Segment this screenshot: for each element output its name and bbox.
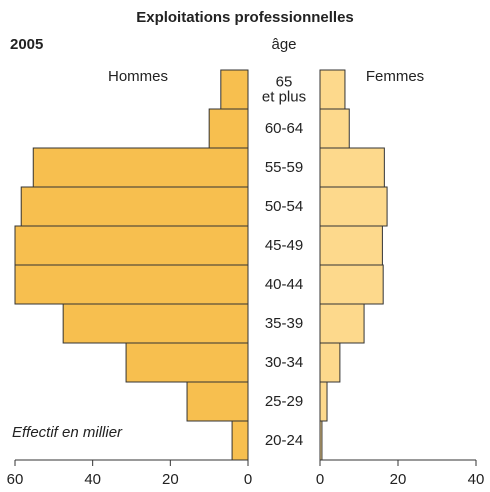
bar [20, 186, 249, 227]
bar [319, 264, 384, 305]
x-tick-label: 40 [468, 471, 485, 488]
x-tick-label: 20 [390, 471, 407, 488]
category-label: 20-24 [264, 431, 304, 449]
x-tick-label: 40 [84, 471, 101, 488]
bar [319, 303, 365, 344]
legend-label: Femmes [366, 68, 424, 85]
bar [186, 381, 249, 422]
category-label: 40-44 [264, 275, 304, 293]
bar [14, 264, 249, 305]
category-label: 65 et plus [261, 72, 307, 106]
x-tick-label: 60 [7, 471, 24, 488]
bar [32, 147, 249, 188]
category-label: 55-59 [264, 158, 304, 176]
chart-title: Exploitations professionnelles [136, 9, 354, 26]
annotation: Effectif en millier [12, 424, 123, 441]
chart-subtitle: 2005 [10, 36, 43, 53]
x-tick-label: 0 [244, 471, 252, 488]
category-label: 35-39 [264, 314, 304, 332]
x-tick-label: 0 [316, 471, 324, 488]
bar [319, 147, 385, 188]
bar [319, 186, 388, 227]
bar [62, 303, 249, 344]
bar [319, 69, 346, 110]
bar [319, 108, 350, 149]
bar [125, 342, 249, 383]
category-label: 30-34 [264, 353, 304, 371]
legend-label: Hommes [108, 68, 168, 85]
category-axis-label: âge [271, 36, 296, 53]
category-label: 25-29 [264, 392, 304, 410]
category-label: 60-64 [264, 119, 304, 137]
bar [319, 225, 383, 266]
category-label: 45-49 [264, 236, 304, 254]
bar [208, 108, 249, 149]
category-label: 50-54 [264, 197, 304, 215]
bar [14, 225, 249, 266]
x-tick-label: 20 [162, 471, 179, 488]
